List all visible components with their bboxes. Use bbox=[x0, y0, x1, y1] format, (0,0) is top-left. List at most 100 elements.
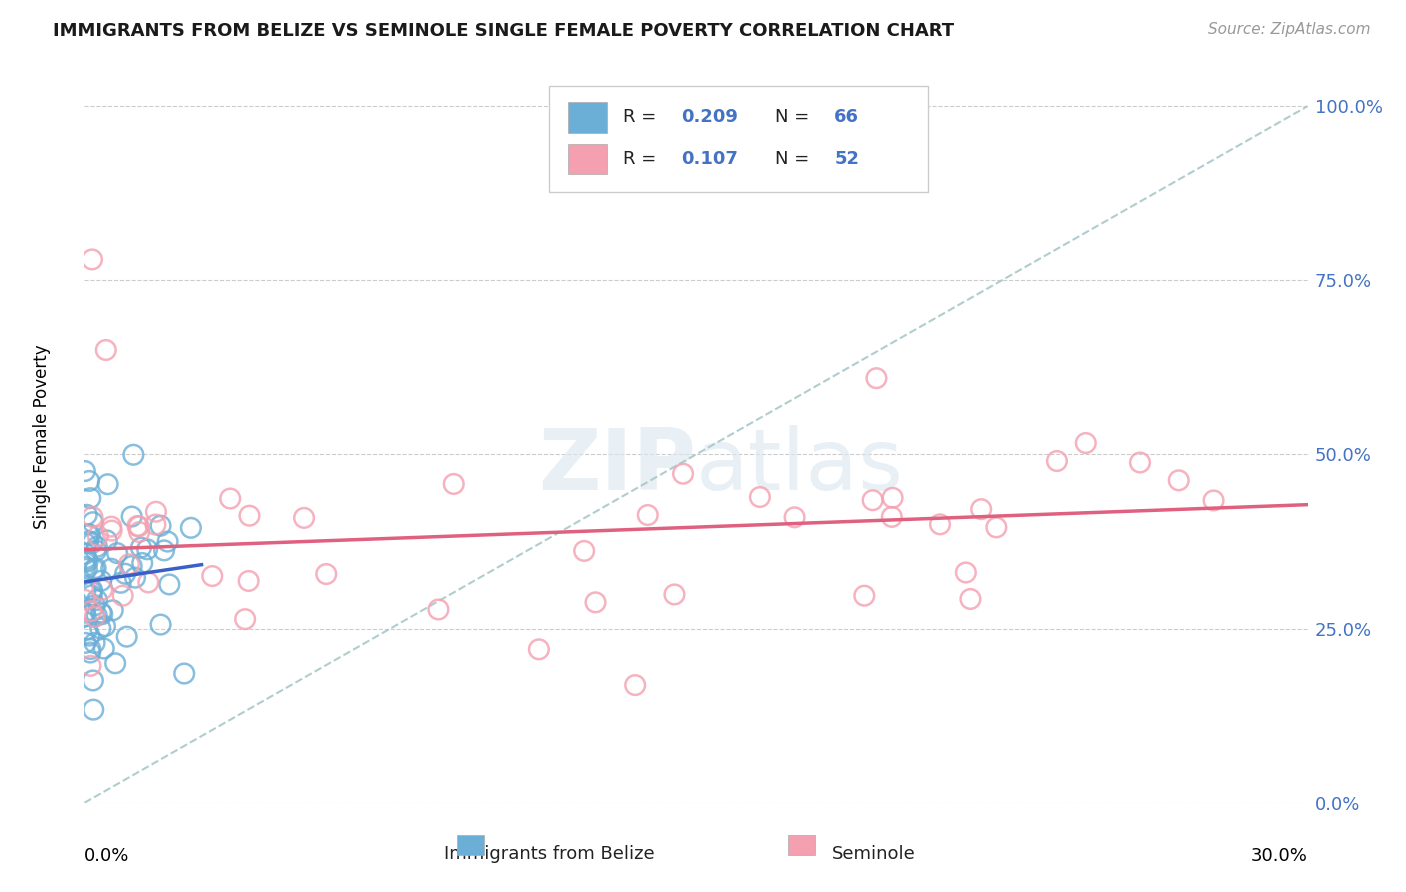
Point bbox=[73, 606, 96, 620]
Point bbox=[853, 589, 876, 603]
Point bbox=[115, 630, 138, 644]
Point bbox=[75, 584, 97, 599]
Point bbox=[80, 582, 103, 597]
Text: ZIP: ZIP bbox=[538, 425, 696, 508]
Point bbox=[79, 658, 101, 673]
Point bbox=[664, 587, 686, 601]
Point bbox=[73, 592, 96, 607]
Point bbox=[79, 491, 101, 505]
Text: 30.0%: 30.0% bbox=[1251, 847, 1308, 864]
Point bbox=[100, 524, 122, 538]
Point bbox=[315, 567, 337, 582]
Point bbox=[76, 622, 98, 636]
Point bbox=[585, 595, 607, 609]
Point bbox=[149, 518, 172, 533]
Point bbox=[76, 554, 98, 568]
Text: 0.107: 0.107 bbox=[682, 150, 738, 168]
Point bbox=[121, 559, 143, 574]
Point bbox=[79, 527, 101, 541]
Point bbox=[128, 519, 150, 533]
Point bbox=[84, 561, 107, 575]
Point bbox=[83, 562, 105, 576]
Point bbox=[80, 588, 103, 602]
Point bbox=[443, 477, 465, 491]
Point bbox=[79, 646, 101, 660]
Point bbox=[76, 562, 98, 576]
Point bbox=[128, 525, 150, 540]
Text: IMMIGRANTS FROM BELIZE VS SEMINOLE SINGLE FEMALE POVERTY CORRELATION CHART: IMMIGRANTS FROM BELIZE VS SEMINOLE SINGL… bbox=[53, 22, 955, 40]
Point bbox=[233, 612, 256, 626]
Point bbox=[77, 474, 100, 488]
Text: Source: ZipAtlas.com: Source: ZipAtlas.com bbox=[1208, 22, 1371, 37]
Point bbox=[637, 508, 659, 522]
Point bbox=[80, 585, 103, 599]
Point bbox=[79, 629, 101, 643]
Point bbox=[97, 477, 120, 491]
Point bbox=[959, 592, 981, 607]
Point bbox=[1074, 436, 1097, 450]
Point bbox=[75, 551, 97, 566]
Point bbox=[121, 509, 143, 524]
Point bbox=[100, 519, 122, 533]
Point bbox=[1046, 454, 1069, 468]
Point bbox=[89, 621, 111, 635]
Point bbox=[84, 543, 107, 558]
Point bbox=[86, 608, 108, 623]
Point bbox=[156, 534, 179, 549]
Point bbox=[96, 533, 118, 548]
Text: 0.0%: 0.0% bbox=[84, 847, 129, 864]
Text: N =: N = bbox=[776, 109, 815, 127]
Point bbox=[94, 343, 117, 357]
Point bbox=[82, 510, 104, 524]
Point bbox=[100, 562, 122, 576]
Point bbox=[76, 508, 98, 522]
Point bbox=[427, 602, 450, 616]
Point bbox=[986, 520, 1008, 534]
Text: atlas: atlas bbox=[696, 425, 904, 508]
Text: 66: 66 bbox=[834, 109, 859, 127]
Point bbox=[86, 540, 108, 554]
Point bbox=[75, 547, 97, 561]
FancyBboxPatch shape bbox=[550, 86, 928, 192]
Point bbox=[173, 666, 195, 681]
Point bbox=[87, 529, 110, 543]
Point bbox=[955, 566, 977, 580]
Point bbox=[624, 678, 647, 692]
Point bbox=[80, 252, 103, 267]
Text: 0.209: 0.209 bbox=[682, 109, 738, 127]
Point bbox=[572, 544, 595, 558]
Text: Seminole: Seminole bbox=[831, 846, 915, 863]
Point bbox=[180, 521, 202, 535]
Point bbox=[90, 574, 112, 588]
Text: Immigrants from Belize: Immigrants from Belize bbox=[444, 846, 655, 863]
Point bbox=[91, 607, 114, 621]
Point bbox=[238, 574, 260, 588]
Point bbox=[82, 703, 104, 717]
Point bbox=[77, 527, 100, 541]
Point bbox=[672, 467, 695, 481]
Point bbox=[1167, 473, 1189, 487]
Bar bbox=[568, 144, 606, 175]
Point bbox=[90, 606, 112, 620]
Point bbox=[118, 558, 141, 572]
Bar bbox=[568, 102, 606, 133]
Point bbox=[83, 610, 105, 624]
Text: 52: 52 bbox=[834, 150, 859, 168]
Point bbox=[145, 505, 167, 519]
Point bbox=[86, 593, 108, 607]
Point bbox=[127, 519, 149, 533]
Point bbox=[111, 589, 134, 603]
Point bbox=[73, 464, 96, 478]
Point bbox=[82, 673, 104, 688]
Point bbox=[80, 604, 103, 618]
Point bbox=[122, 448, 145, 462]
Point bbox=[527, 642, 550, 657]
Point bbox=[219, 491, 242, 506]
Point bbox=[862, 493, 884, 508]
Point bbox=[73, 559, 96, 574]
Point bbox=[157, 577, 180, 591]
Point bbox=[238, 508, 260, 523]
Point bbox=[748, 490, 770, 504]
Bar bbox=[787, 835, 814, 855]
Point bbox=[82, 536, 104, 550]
